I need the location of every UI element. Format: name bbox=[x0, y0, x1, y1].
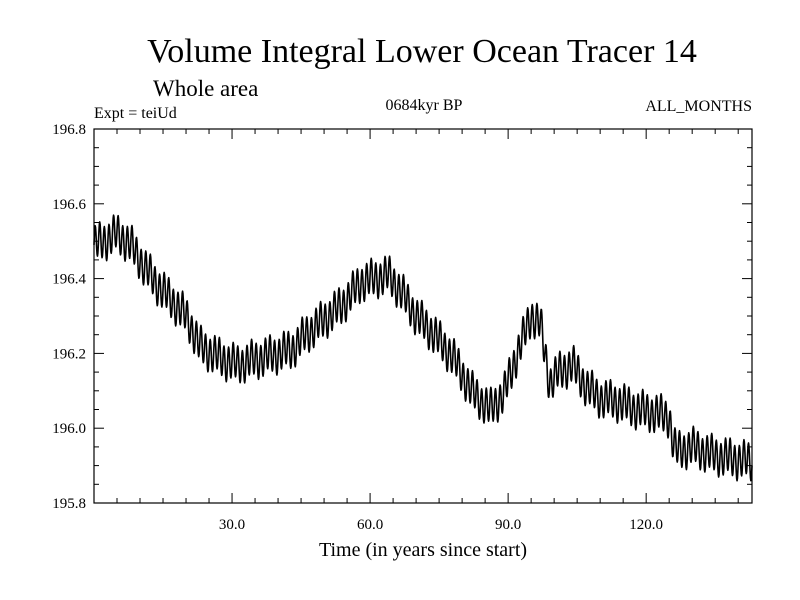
x-tick-label: 60.0 bbox=[357, 517, 383, 533]
expt-label: Expt = teiUd bbox=[94, 105, 177, 122]
chart-subtitle: Whole area bbox=[153, 76, 258, 101]
tick-labels: 30.0 60.0 90.0 120.0 195.8 196.0 196.2 196.4 196… bbox=[52, 122, 663, 533]
y-tick-label: 195.8 bbox=[52, 496, 86, 512]
y-tick-label: 196.6 bbox=[52, 197, 86, 213]
chart-title: Volume Integral Lower Ocean Tracer 14 bbox=[147, 33, 697, 70]
y-tick-label: 196.8 bbox=[52, 122, 86, 138]
y-tick-label: 196.4 bbox=[52, 272, 86, 288]
x-tick-label: 90.0 bbox=[495, 517, 521, 533]
x-tick-label: 30.0 bbox=[219, 517, 245, 533]
period-label: 0684kyr BP bbox=[386, 97, 463, 114]
y-tick-label: 196.0 bbox=[52, 421, 86, 437]
y-tick-label: 196.2 bbox=[52, 346, 86, 362]
series-layer bbox=[93, 214, 753, 482]
series-line bbox=[93, 214, 753, 482]
x-tick-label: 120.0 bbox=[629, 517, 663, 533]
x-axis-label: Time (in years since start) bbox=[319, 539, 527, 561]
months-label: ALL_MONTHS bbox=[645, 98, 752, 115]
axis-ticks bbox=[94, 128, 752, 504]
